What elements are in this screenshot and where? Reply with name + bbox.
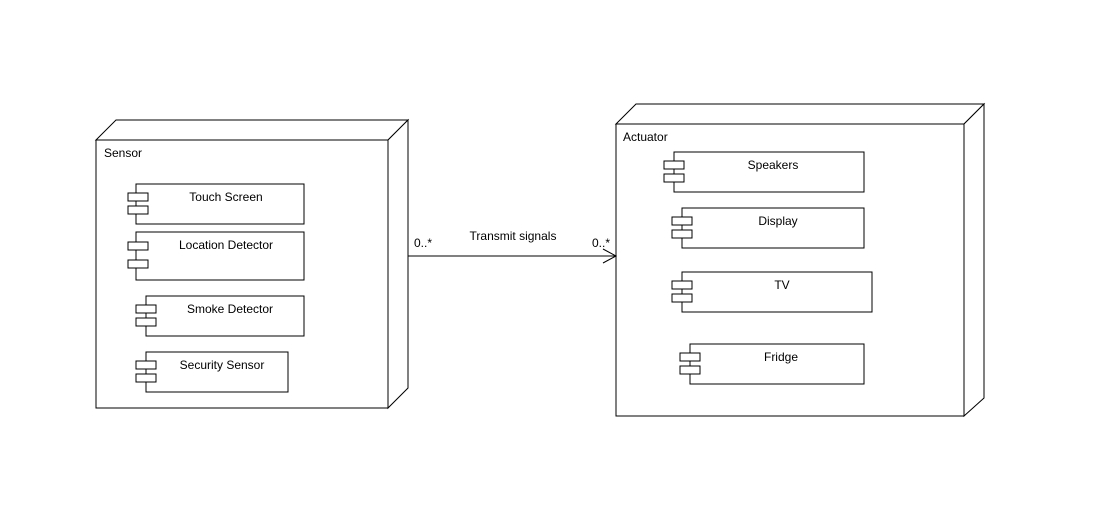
component-icon-port [671,293,693,303]
actuator-node-label: Actuator [623,130,668,144]
component-box [145,295,305,337]
component-box [135,183,305,225]
component-box [135,231,305,281]
component-box [145,351,289,393]
component-label: Security Sensor [180,358,265,372]
component-icon-port [127,192,149,202]
component-label: Fridge [764,350,798,364]
component-smoke-detector: Smoke Detector [135,295,305,337]
component-speakers: Speakers [663,151,865,193]
component-icon-port [127,205,149,215]
component-icon-port [135,317,157,327]
component-box [689,343,865,385]
component-display: Display [671,207,865,249]
component-icon-port [671,280,693,290]
sensor-node-side-face [387,118,409,410]
component-icon-port [135,360,157,370]
sensor-node-label: Sensor [104,146,142,160]
component-icon-port [127,241,149,251]
component-fridge: Fridge [679,343,865,385]
sensor-node: Sensor Touch Screen Location Detector Sm… [94,118,410,410]
component-icon-port [135,304,157,314]
component-label: Location Detector [179,238,273,252]
component-icon-port [679,352,701,362]
source-multiplicity: 0..* [414,236,432,250]
actuator-node: Actuator Speakers Display TV Frid [614,102,986,418]
component-icon-port [679,365,701,375]
association-label: Transmit signals [470,229,557,243]
component-security-sensor: Security Sensor [135,351,289,393]
association-transmit-signals: Transmit signals 0..* 0..* [408,229,618,264]
component-icon-port [127,259,149,269]
component-location-detector: Location Detector [127,231,305,281]
component-tv: TV [671,271,873,313]
component-icon-port [671,216,693,226]
component-label: Touch Screen [189,190,262,204]
association-arrowhead [602,248,618,264]
component-icon-port [663,173,685,183]
actuator-node-side-face [963,102,985,418]
component-label: Smoke Detector [187,302,273,316]
component-box [681,207,865,249]
component-icon-port [663,160,685,170]
actuator-node-top-face [614,103,986,125]
component-touch-screen: Touch Screen [127,183,305,225]
component-label: TV [774,278,789,292]
component-box [681,271,873,313]
component-icon-port [135,373,157,383]
component-box [673,151,865,193]
component-icon-port [671,229,693,239]
sensor-node-top-face [94,119,410,141]
component-label: Speakers [748,158,799,172]
target-multiplicity: 0..* [592,236,610,250]
component-label: Display [758,214,797,228]
